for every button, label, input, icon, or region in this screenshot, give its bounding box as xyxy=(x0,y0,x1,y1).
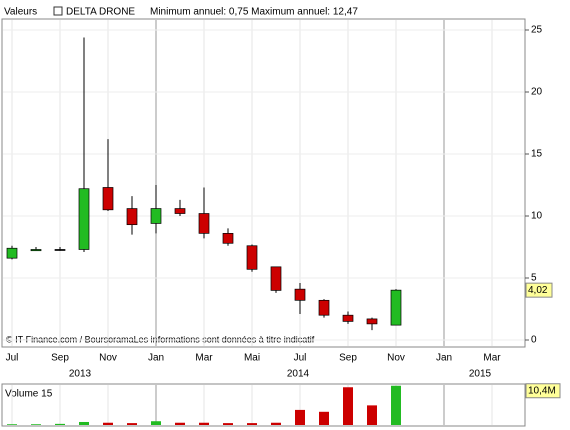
volume-bar xyxy=(247,423,257,425)
volume-bar xyxy=(7,424,17,425)
stock-name: DELTA DRONE xyxy=(66,7,135,18)
subtitle: Minimum annuel: 0,75 Maximum annuel: 12,… xyxy=(150,7,358,18)
x-tick-label: Jul xyxy=(6,353,19,364)
plot-frame xyxy=(1,18,526,348)
candle-body xyxy=(366,318,378,325)
volume-bar xyxy=(343,387,353,425)
x-tick-label: Mai xyxy=(244,353,260,364)
candle-body xyxy=(198,213,210,234)
volume-bar xyxy=(367,405,377,425)
volume-bar xyxy=(271,422,281,425)
volume-bar xyxy=(223,423,233,425)
y-tick-label: 25 xyxy=(531,25,543,36)
volume-bar xyxy=(319,411,329,425)
candle-body xyxy=(102,187,114,211)
candle-body xyxy=(222,233,234,244)
candle-body xyxy=(294,288,306,301)
x-tick-label: Mar xyxy=(483,353,501,364)
year-label: 2014 xyxy=(287,369,310,380)
candle-body xyxy=(54,249,66,251)
last-price-label: 4,02 xyxy=(528,285,548,296)
x-tick-label: Nov xyxy=(99,353,117,364)
x-tick-label: Nov xyxy=(387,353,405,364)
volume-bar xyxy=(55,423,65,425)
year-label: 2015 xyxy=(469,369,492,380)
candle-body xyxy=(150,208,162,224)
volume-bar xyxy=(151,421,161,425)
header-label: Valeurs xyxy=(4,7,37,18)
y-tick-label: 20 xyxy=(531,87,543,98)
candle-body xyxy=(30,249,42,252)
candle-body xyxy=(6,247,18,259)
volume-title: Volume 15 xyxy=(5,389,53,400)
volume-last-label: 10,4M xyxy=(528,385,556,396)
volume-last-box xyxy=(525,383,561,399)
x-tick-label: Sep xyxy=(339,353,357,364)
y-tick-label: 10 xyxy=(531,211,543,222)
candle-body xyxy=(126,208,138,226)
candle-body xyxy=(342,314,354,322)
candle-body xyxy=(246,245,258,270)
volume-bar xyxy=(295,409,305,425)
footer: © IT-Finance.com / BoursoramaLes informa… xyxy=(6,334,315,344)
volume-bar xyxy=(199,422,209,425)
volume-bar xyxy=(79,421,89,425)
volume-bar xyxy=(103,422,113,425)
y-tick-label: 15 xyxy=(531,149,543,160)
x-tick-label: Jan xyxy=(148,353,164,364)
checkbox[interactable] xyxy=(53,6,63,16)
candle-body xyxy=(270,266,282,291)
y-tick-label: 5 xyxy=(531,273,537,284)
x-tick-label: Jan xyxy=(436,353,452,364)
candle-body xyxy=(78,188,90,250)
year-label: 2013 xyxy=(69,369,92,380)
y-tick-label: 0 xyxy=(531,335,537,346)
volume-frame xyxy=(1,383,526,427)
x-tick-label: Mar xyxy=(195,353,213,364)
candle-body xyxy=(390,289,402,326)
x-tick-label: Sep xyxy=(51,353,69,364)
last-price-box xyxy=(525,282,553,298)
volume-bar xyxy=(127,423,137,425)
x-tick-label: Jul xyxy=(294,353,307,364)
volume-bar xyxy=(391,385,401,425)
candle-body xyxy=(318,299,330,316)
candle-body xyxy=(174,208,186,214)
volume-bar xyxy=(175,422,185,425)
volume-bar xyxy=(31,424,41,425)
